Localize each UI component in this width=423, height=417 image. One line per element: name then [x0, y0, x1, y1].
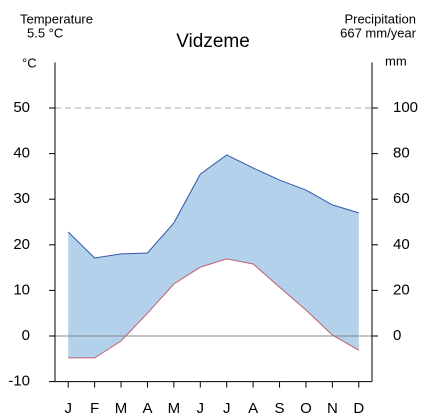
temperature-label: Temperature [20, 11, 93, 26]
x-tick-label: J [223, 400, 231, 417]
x-tick-label: O [300, 400, 312, 417]
x-tick-label: M [115, 400, 128, 417]
y-tick-label: 40 [13, 145, 30, 162]
y2-tick-label: 60 [393, 190, 410, 207]
y-tick-label: 30 [13, 190, 30, 207]
x-tick-label: A [248, 400, 258, 417]
x-tick-label: F [90, 400, 99, 417]
series-line [67, 154, 359, 259]
x-tick-label: J [197, 400, 205, 417]
y-tick-label: 50 [13, 99, 30, 116]
y2-tick-label: 20 [393, 281, 410, 298]
series-line [68, 258, 360, 359]
y2-tick-label: 100 [393, 99, 418, 116]
x-tick-label: S [275, 400, 285, 417]
x-tick-label: N [327, 400, 338, 417]
x-tick-label: D [353, 400, 364, 417]
y-tick-label: -10 [8, 373, 30, 390]
x-tick-label: A [142, 400, 152, 417]
y2-tick-label: 80 [393, 145, 410, 162]
y-tick-label: 0 [22, 327, 30, 344]
x-tick-label: J [64, 400, 72, 417]
y-unit: °C [22, 55, 37, 70]
precipitation-label: Precipitation [344, 11, 416, 26]
temperature-mean: 5.5 °C [27, 25, 63, 40]
y2-unit: mm [385, 53, 407, 68]
precipitation-surplus-area [68, 154, 359, 358]
y2-tick-label: 40 [393, 236, 410, 253]
precipitation-total: 667 mm/year [340, 25, 417, 40]
y-tick-label: 10 [13, 281, 30, 298]
y-tick-label: 20 [13, 236, 30, 253]
chart-title: Vidzeme [176, 31, 250, 52]
y2-tick-label: 0 [393, 327, 401, 344]
x-tick-label: M [168, 400, 181, 417]
